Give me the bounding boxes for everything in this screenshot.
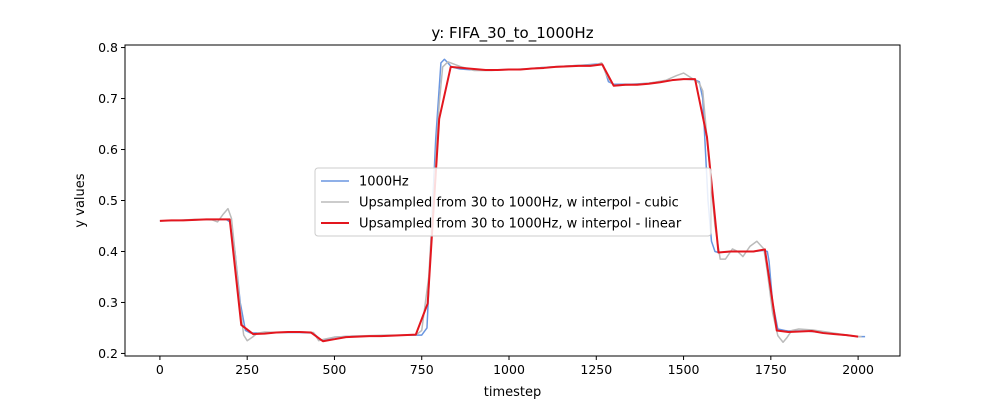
series-line-2	[159, 63, 859, 343]
y-axis-ticks: 0.2 0.3 0.4 0.5 0.6 0.7 0.8	[98, 40, 125, 361]
legend-label-1: Upsampled from 30 to 1000Hz, w interpol …	[359, 196, 679, 211]
y-tick-label: 0.4	[98, 244, 118, 259]
x-tick-label: 750	[410, 362, 434, 377]
x-axis-ticks: 0 250 500 750 1000 1250 1500 1750 2000	[156, 356, 874, 377]
x-tick-label: 1250	[580, 362, 612, 377]
y-tick-label: 0.3	[98, 295, 118, 310]
y-tick-label: 0.2	[98, 346, 118, 361]
legend-label-2: Upsampled from 30 to 1000Hz, w interpol …	[359, 217, 682, 232]
x-tick-label: 1500	[668, 362, 700, 377]
legend-items: 1000Hz Upsampled from 30 to 1000Hz, w int…	[321, 175, 682, 232]
x-axis-label: timestep	[484, 385, 542, 400]
x-tick-label: 1750	[755, 362, 787, 377]
x-tick-label: 1000	[493, 362, 525, 377]
y-axis-label: y values	[73, 173, 88, 227]
y-tick-label: 0.8	[98, 40, 118, 55]
legend-label-0: 1000Hz	[359, 175, 409, 190]
chart-title: y: FIFA_30_to_1000Hz	[431, 24, 593, 43]
x-tick-label: 250	[235, 362, 259, 377]
legend: 1000Hz Upsampled from 30 to 1000Hz, w int…	[314, 167, 712, 237]
y-tick-label: 0.5	[98, 193, 118, 208]
y-tick-label: 0.7	[98, 91, 118, 106]
x-tick-label: 0	[156, 362, 164, 377]
x-tick-label: 2000	[842, 362, 874, 377]
legend-box	[314, 167, 712, 237]
y-tick-label: 0.6	[98, 142, 118, 157]
x-tick-label: 500	[323, 362, 347, 377]
series-layer	[159, 58, 866, 343]
